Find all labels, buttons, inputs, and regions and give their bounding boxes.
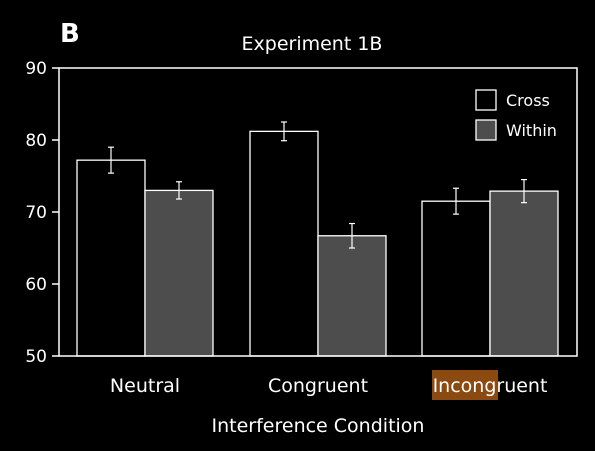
plot-frame: [58, 67, 578, 357]
chart-title: Experiment 1B: [242, 33, 383, 55]
bar-cross-incongruent: [421, 200, 491, 357]
x-tick-label: Congruent: [268, 375, 368, 397]
legend-swatch: [475, 89, 497, 111]
legend: Cross Within: [475, 89, 557, 141]
error-bar: [176, 181, 182, 200]
legend-swatch: [475, 119, 497, 141]
error-bar: [521, 179, 527, 204]
y-tick-label: 70: [25, 203, 47, 223]
legend-label: Cross: [506, 91, 550, 110]
error-bar: [349, 222, 355, 249]
bar-cross-congruent: [249, 130, 319, 357]
legend-label: Within: [506, 121, 557, 140]
y-axis: 50 60 70 80 90: [25, 59, 59, 367]
y-tick-label: 90: [25, 59, 47, 79]
bar-within-congruent: [317, 235, 387, 357]
label-highlight: [432, 370, 498, 400]
error-bar: [108, 146, 114, 174]
bars: [76, 121, 559, 357]
error-bar: [453, 187, 459, 215]
error-bar: [281, 121, 287, 142]
x-axis: Neutral Congruent Incongruent: [110, 370, 548, 400]
bar-cross-neutral: [76, 159, 146, 357]
panel-letter: B: [60, 19, 80, 49]
x-axis-label: Interference Condition: [212, 415, 425, 437]
x-tick-label: Incongruent: [433, 375, 548, 397]
bar-within-neutral: [144, 189, 214, 357]
y-tick-label: 60: [25, 275, 47, 295]
x-tick-label: Neutral: [110, 375, 180, 397]
y-tick-label: 50: [25, 347, 47, 367]
y-tick-label: 80: [25, 131, 47, 151]
bar-within-incongruent: [489, 190, 559, 357]
